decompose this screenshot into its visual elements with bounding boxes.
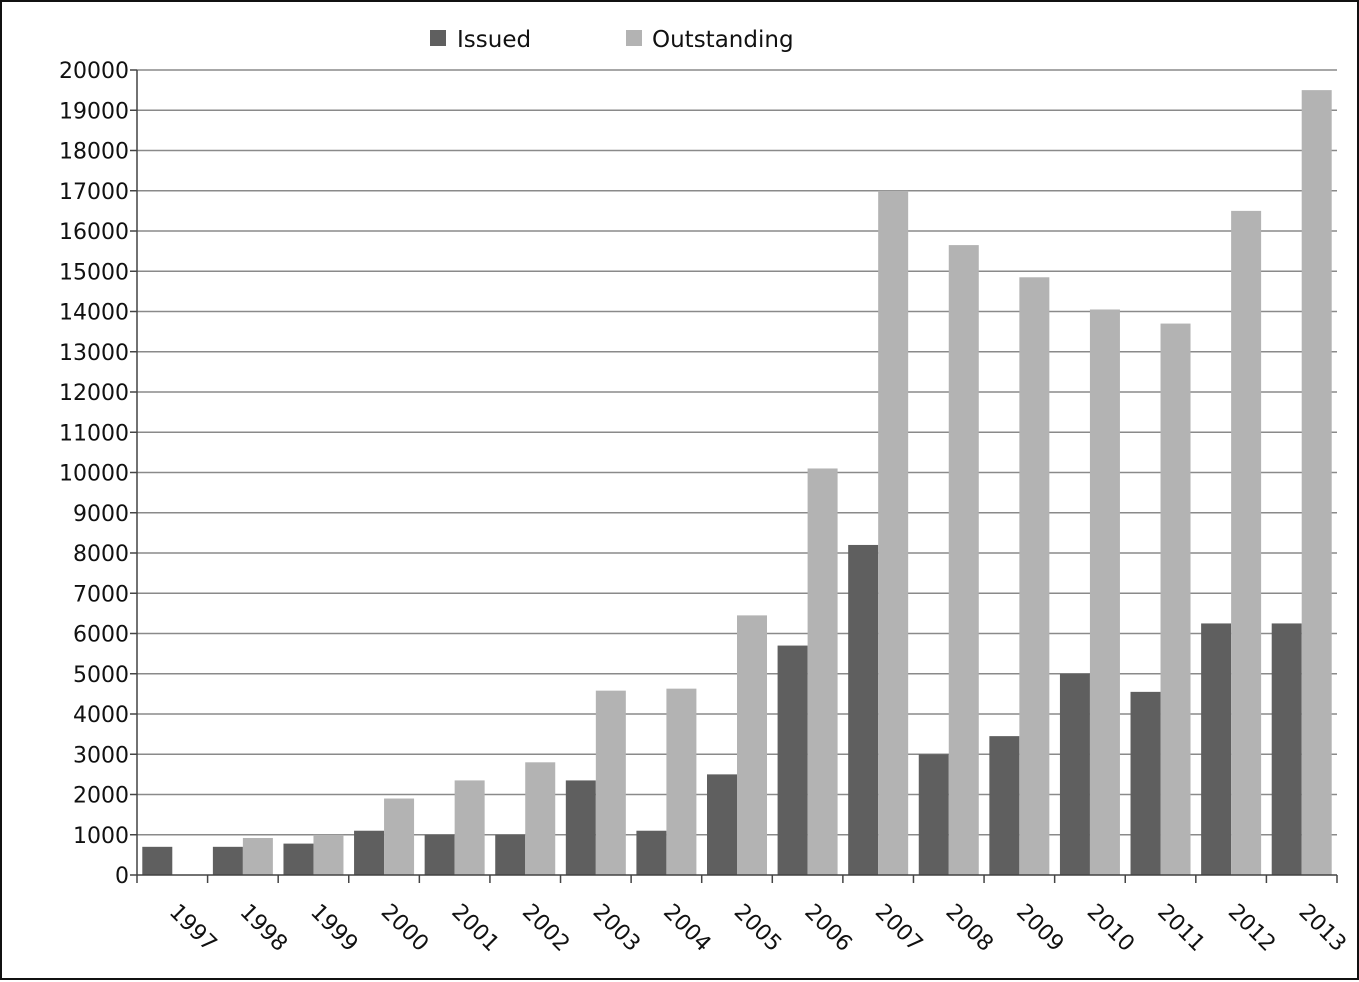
bar-issued-2005 xyxy=(707,774,737,875)
bar-issued-2006 xyxy=(777,645,808,875)
x-tick-label: 2010 xyxy=(1082,900,1139,957)
bar-outstanding-2011 xyxy=(1160,323,1191,875)
y-tick-label: 12000 xyxy=(59,381,129,406)
legend-label-issued: Issued xyxy=(457,27,531,53)
x-tick-label: 2013 xyxy=(1293,900,1350,957)
bar-issued-1997 xyxy=(142,846,173,875)
y-tick-label: 2000 xyxy=(73,784,129,809)
bar-outstanding-2001 xyxy=(454,780,485,875)
y-tick-label: 9000 xyxy=(73,502,129,527)
y-tick-label: 20000 xyxy=(59,59,129,84)
bar-outstanding-2006 xyxy=(807,468,838,875)
bars xyxy=(142,90,1332,876)
bar-issued-2001 xyxy=(424,834,455,875)
x-tick-label: 2004 xyxy=(658,900,715,957)
bar-issued-2010 xyxy=(1059,673,1090,875)
bar-issued-2003 xyxy=(565,780,596,875)
y-tick-label: 16000 xyxy=(59,220,129,245)
y-tick-label: 1000 xyxy=(73,824,129,849)
bar-issued-1999 xyxy=(283,843,314,875)
bar-outstanding-2007 xyxy=(878,190,909,875)
bar-issued-2004 xyxy=(636,830,667,875)
bar-outstanding-2012 xyxy=(1231,210,1262,875)
y-tick-label: 15000 xyxy=(59,260,129,285)
y-axis: 0 1000 2000 3000 4000 5000 6000 7000 8000 9000 100… xyxy=(59,59,138,889)
bar-outstanding-1998 xyxy=(242,837,273,875)
x-tick-label: 2012 xyxy=(1223,900,1280,957)
bar-issued-2013 xyxy=(1271,623,1302,875)
bar-outstanding-2000 xyxy=(384,798,415,875)
x-tick-label: 2011 xyxy=(1152,900,1209,957)
x-tick-label: 1999 xyxy=(305,900,362,957)
y-tick-label: 11000 xyxy=(59,421,129,446)
bar-issued-2000 xyxy=(354,830,385,875)
x-tick-label: 2001 xyxy=(446,900,503,957)
legend-label-outstanding: Outstanding xyxy=(652,27,794,53)
x-tick-label: 2005 xyxy=(729,900,786,957)
y-tick-label: 13000 xyxy=(59,341,129,366)
bar-issued-2009 xyxy=(989,736,1020,875)
x-tick-label: 1997 xyxy=(164,900,221,957)
bar-outstanding-2008 xyxy=(948,245,979,875)
x-tick-label: 1998 xyxy=(235,900,292,957)
y-tick-label: 19000 xyxy=(59,99,129,124)
bar-outstanding-2004 xyxy=(666,688,697,875)
x-tick-label: 2002 xyxy=(517,900,574,957)
x-axis: 1997 1998 1999 2000 2001 2002 2003 2004 2005 2006… xyxy=(136,874,1351,957)
bar-outstanding-2005 xyxy=(737,615,767,875)
y-tick-label: 4000 xyxy=(73,703,129,728)
x-tick-label: 2008 xyxy=(941,900,998,957)
bar-issued-1998 xyxy=(212,846,243,875)
bar-outstanding-2010 xyxy=(1089,309,1120,875)
y-tick-label: 7000 xyxy=(73,582,129,607)
x-tick-label: 2009 xyxy=(1011,900,1068,957)
bar-issued-2008 xyxy=(918,754,949,875)
bar-outstanding-2003 xyxy=(595,690,626,875)
legend-swatch-issued xyxy=(430,30,446,46)
x-tick-label: 2007 xyxy=(870,900,927,957)
y-tick-label: 0 xyxy=(115,864,129,889)
y-tick-label: 5000 xyxy=(73,663,129,688)
x-tick-label: 2003 xyxy=(588,900,645,957)
bar-issued-2002 xyxy=(495,834,526,875)
y-tick-label: 18000 xyxy=(59,140,129,165)
y-tick-label: 14000 xyxy=(59,301,129,326)
y-tick-label: 6000 xyxy=(73,623,129,648)
bar-outstanding-1999 xyxy=(313,834,344,875)
bar-issued-2012 xyxy=(1201,623,1232,875)
y-tick-label: 8000 xyxy=(73,542,129,567)
bar-issued-2007 xyxy=(848,544,879,875)
y-tick-label: 3000 xyxy=(73,743,129,768)
bar-outstanding-2009 xyxy=(1019,277,1050,876)
legend: Issued Outstanding xyxy=(430,27,794,53)
bar-issued-2011 xyxy=(1130,691,1161,875)
bar-outstanding-2002 xyxy=(525,762,556,875)
x-tick-label: 2000 xyxy=(376,900,433,957)
bar-outstanding-2013 xyxy=(1301,90,1332,875)
y-tick-label: 17000 xyxy=(59,180,129,205)
x-tick-label: 2006 xyxy=(799,900,856,957)
y-tick-label: 10000 xyxy=(59,462,129,487)
gridlines xyxy=(137,69,1337,836)
legend-swatch-outstanding xyxy=(626,30,642,46)
